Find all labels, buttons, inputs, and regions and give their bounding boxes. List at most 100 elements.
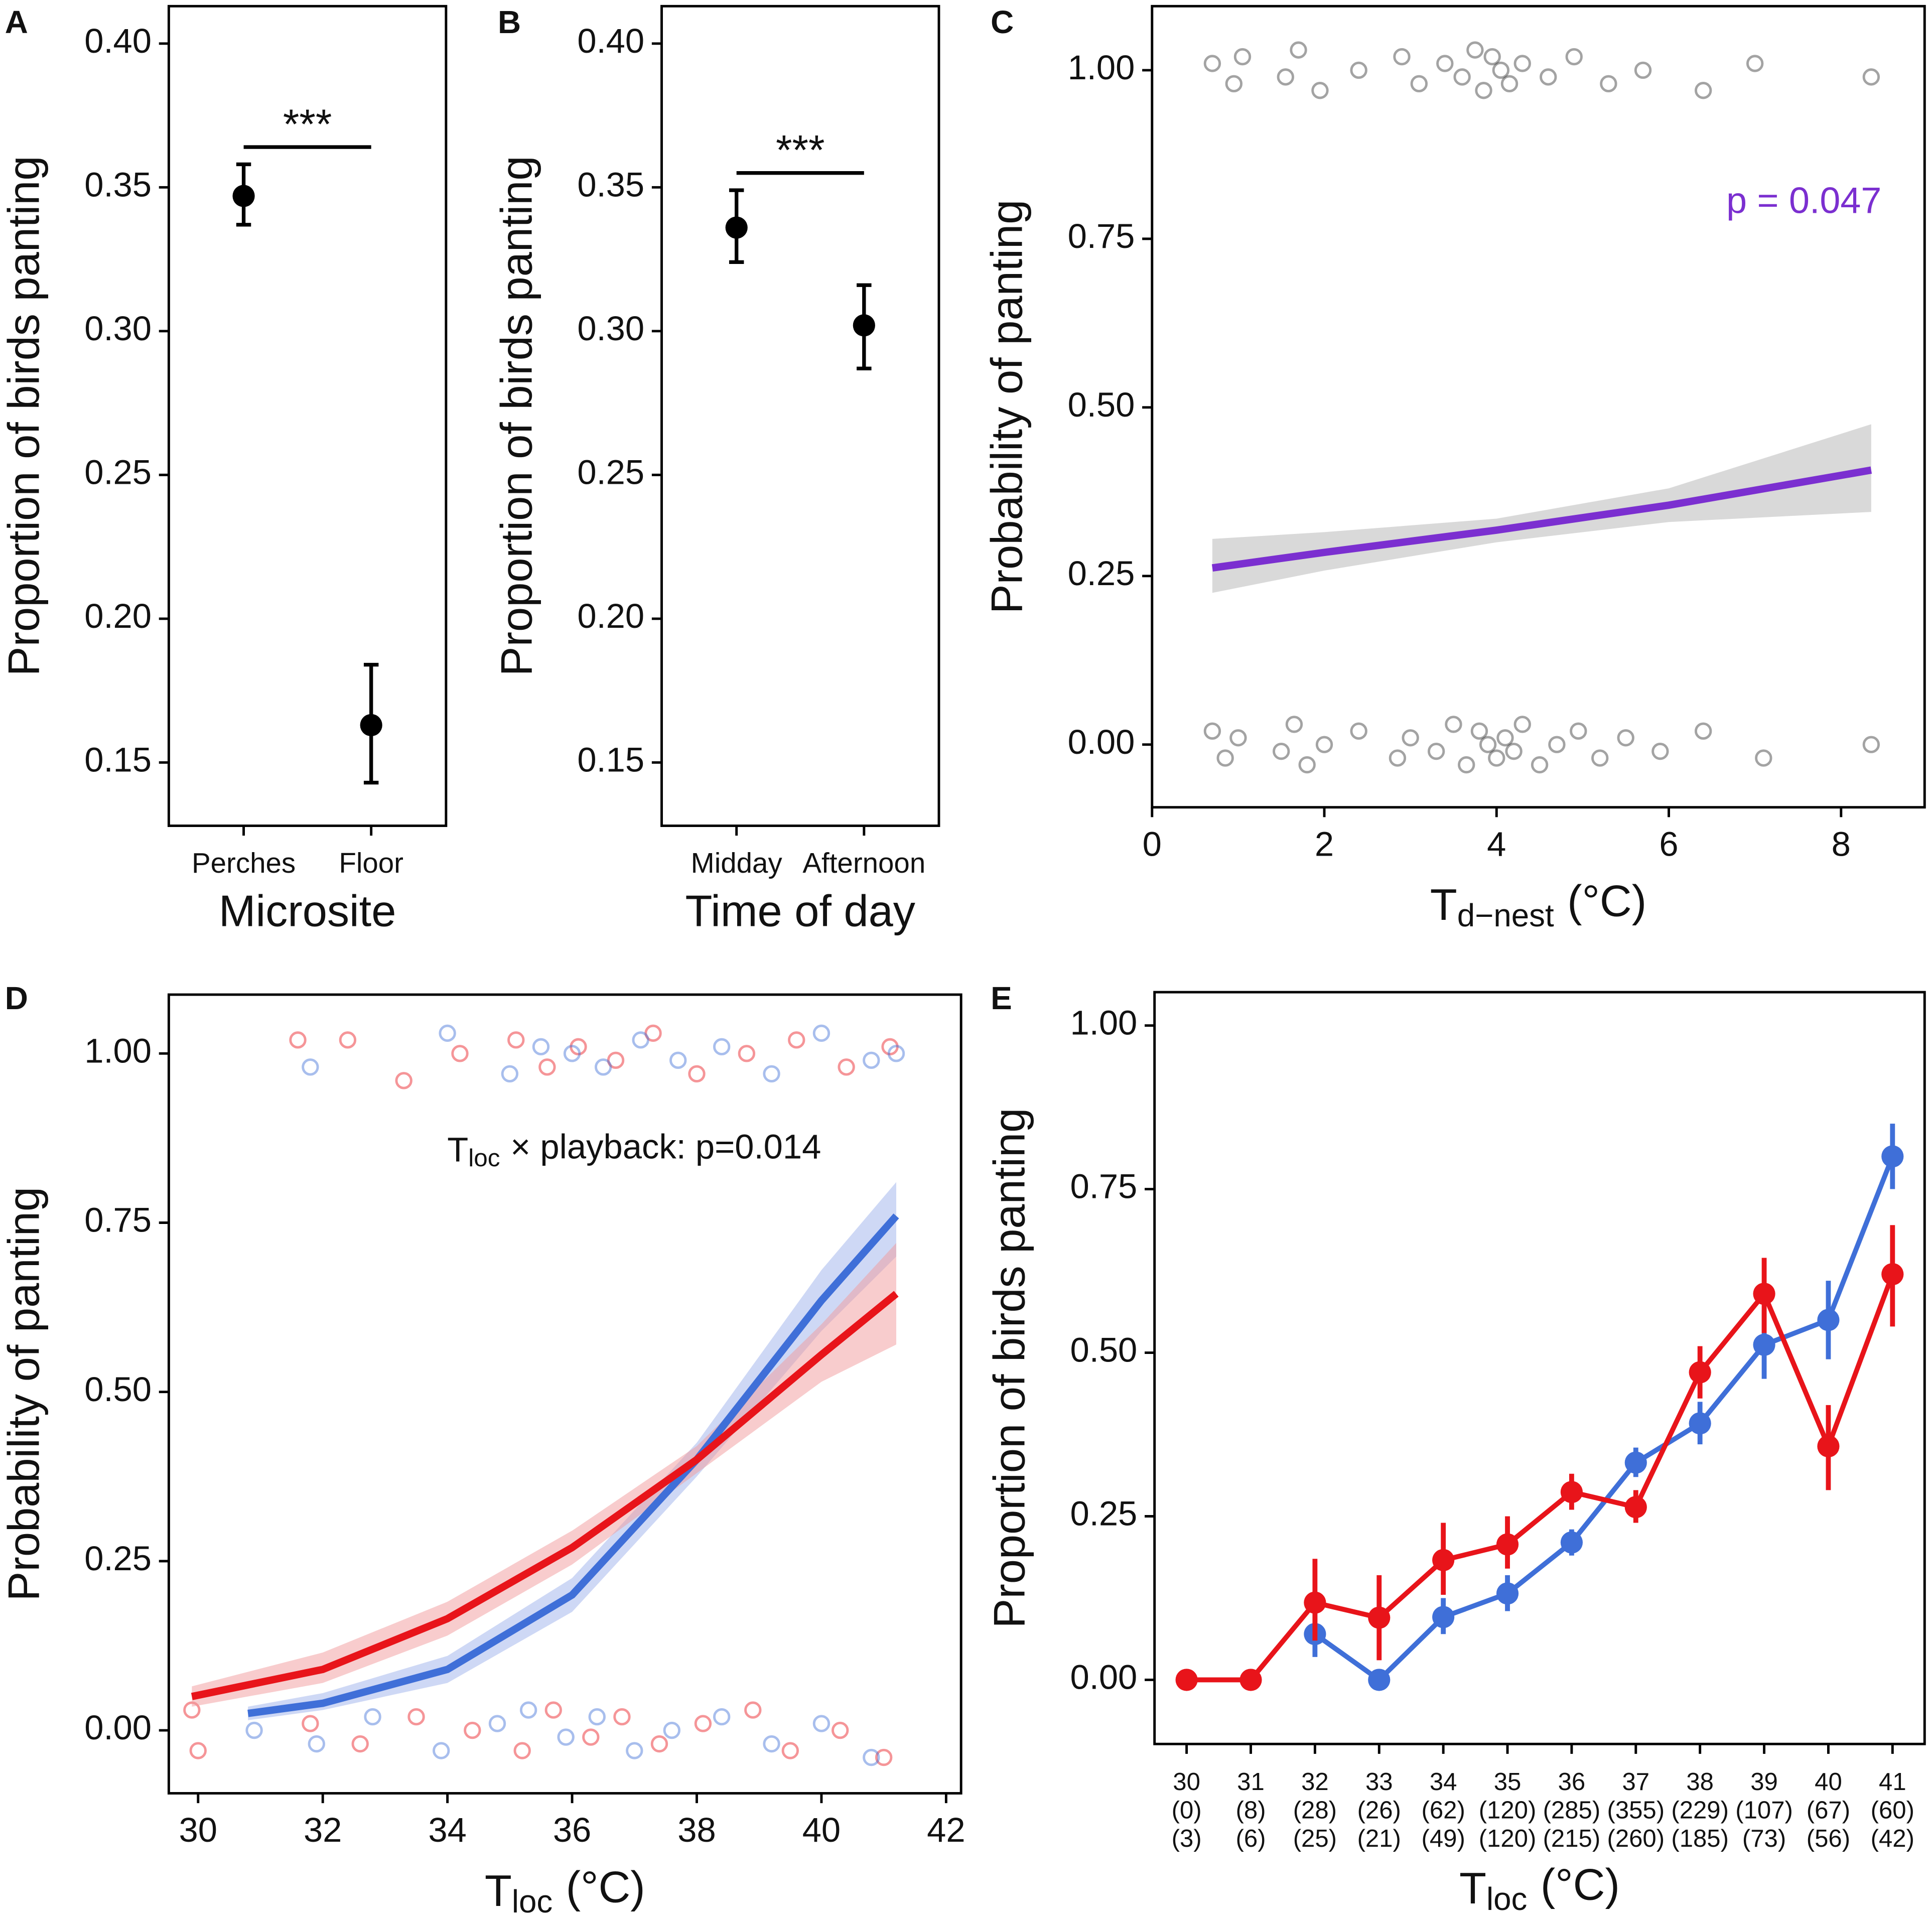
point <box>1560 1481 1583 1503</box>
sample-size: (6) <box>1235 1825 1266 1852</box>
raw-point <box>812 1715 831 1732</box>
raw-point <box>594 1058 612 1076</box>
raw-point <box>1483 48 1501 66</box>
y-tick-label: 0.35 <box>84 165 152 204</box>
y-tick-label: 0.15 <box>577 741 644 779</box>
panel-label: D <box>5 980 28 1016</box>
y-tick-label: 0.75 <box>84 1201 152 1240</box>
point <box>1496 1582 1519 1605</box>
raw-point <box>1216 749 1234 767</box>
point <box>1368 1669 1391 1691</box>
sample-size: (260) <box>1607 1825 1665 1852</box>
sample-size: (62) <box>1421 1797 1465 1824</box>
point <box>1881 1145 1904 1168</box>
y-tick-label: 0.40 <box>84 22 152 60</box>
raw-point <box>1466 41 1484 59</box>
point <box>1496 1533 1519 1556</box>
y-tick-label: 0.25 <box>1068 554 1135 593</box>
raw-point <box>1513 55 1531 72</box>
x-tick-label: 30 <box>1173 1768 1200 1796</box>
raw-point <box>1694 722 1712 740</box>
y-tick-label: 1.00 <box>1068 48 1135 87</box>
sample-size: (21) <box>1357 1825 1401 1852</box>
x-tick-label: Floor <box>339 847 403 879</box>
y-tick-label: 1.00 <box>84 1031 152 1070</box>
point <box>1239 1669 1262 1691</box>
y-tick-label: 0.30 <box>84 309 152 348</box>
x-axis-label: Tloc (°C) <box>485 1862 645 1919</box>
raw-point <box>488 1715 506 1732</box>
point <box>1432 1606 1455 1628</box>
sample-size: (67) <box>1807 1797 1850 1824</box>
y-tick-label: 0.20 <box>84 597 152 635</box>
point <box>1624 1496 1647 1519</box>
raw-point <box>863 1748 880 1766</box>
y-tick-label: 0.75 <box>1068 217 1135 255</box>
y-axis-label: Proportion of birds panting <box>492 156 541 676</box>
sample-size: (8) <box>1235 1797 1266 1824</box>
x-tick-label: 32 <box>1301 1768 1329 1796</box>
x-tick-label: 36 <box>1558 1768 1586 1796</box>
confidence-band <box>192 1243 896 1707</box>
raw-point <box>713 1038 731 1056</box>
x-tick-label: 36 <box>553 1811 591 1849</box>
x-tick-label: 6 <box>1659 825 1678 863</box>
x-axis-label-main: T <box>1430 880 1457 929</box>
raw-point <box>607 1051 625 1069</box>
raw-point <box>1350 61 1367 79</box>
sample-size: (107) <box>1735 1797 1793 1824</box>
sample-size: (120) <box>1479 1797 1537 1824</box>
point <box>1689 1412 1711 1435</box>
raw-point <box>532 1038 550 1056</box>
raw-point <box>1496 729 1514 747</box>
sample-size: (285) <box>1543 1797 1601 1824</box>
x-tick-label: 4 <box>1487 825 1506 863</box>
raw-point <box>1233 48 1252 66</box>
point <box>360 714 382 737</box>
raw-point <box>669 1051 687 1069</box>
significance-label: *** <box>776 126 824 173</box>
raw-point <box>439 1024 456 1042</box>
raw-point <box>1389 749 1407 767</box>
y-axis-label: Probability of panting <box>982 200 1032 614</box>
x-tick-label: 40 <box>1815 1768 1842 1796</box>
raw-point <box>1436 55 1454 72</box>
raw-point <box>189 1742 207 1759</box>
confidence-band <box>248 1182 896 1720</box>
x-axis-label: Td−nest (°C) <box>1430 876 1646 933</box>
raw-point <box>1315 736 1333 753</box>
raw-point <box>302 1058 319 1076</box>
x-tick-label: 0 <box>1143 825 1162 863</box>
x-tick-label: 42 <box>927 1811 965 1849</box>
sample-size: (26) <box>1357 1797 1401 1824</box>
point <box>1624 1451 1647 1474</box>
x-tick-label: 32 <box>304 1811 342 1849</box>
raw-point <box>713 1708 731 1726</box>
panel-label: E <box>991 980 1012 1016</box>
raw-point <box>1694 82 1712 99</box>
point <box>1753 1283 1775 1305</box>
raw-point <box>451 1045 469 1062</box>
y-tick-label: 0.25 <box>577 453 644 492</box>
raw-point <box>557 1728 575 1746</box>
raw-point <box>1285 716 1303 733</box>
y-tick-label: 0.50 <box>1070 1331 1137 1369</box>
raw-point <box>644 1024 662 1042</box>
raw-point <box>1862 736 1880 753</box>
raw-point <box>1290 41 1307 59</box>
y-tick-label: 0.40 <box>577 22 644 60</box>
raw-point <box>744 1701 762 1719</box>
raw-point <box>812 1024 831 1042</box>
raw-point <box>1393 48 1411 66</box>
point <box>853 314 875 337</box>
annotation: p = 0.047 <box>1726 180 1881 221</box>
sample-size: (120) <box>1479 1825 1537 1852</box>
sample-size: (42) <box>1871 1825 1914 1852</box>
raw-point <box>1540 68 1557 86</box>
raw-point <box>1600 75 1617 93</box>
x-tick-label: Perches <box>192 847 296 879</box>
raw-point <box>245 1721 263 1739</box>
annotation: Tloc × playback: p=0.014 <box>447 1128 821 1172</box>
x-tick-label: 2 <box>1315 825 1334 863</box>
x-axis-label: Time of day <box>685 886 916 936</box>
